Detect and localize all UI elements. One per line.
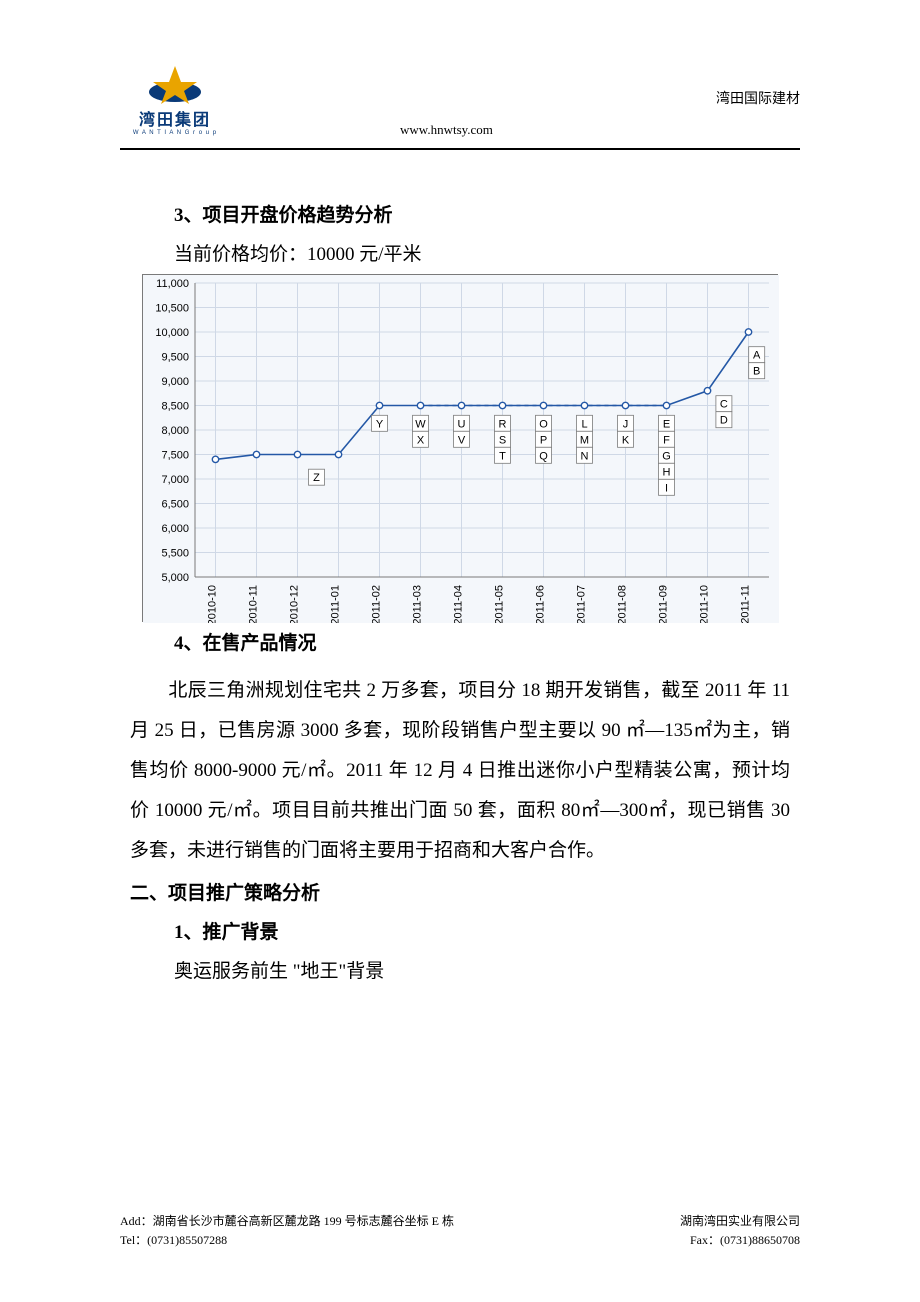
svg-text:7,000: 7,000 [161,474,189,486]
svg-text:9,000: 9,000 [161,376,189,388]
svg-text:S: S [499,434,506,446]
footer-tel-value: (0731)85507288 [147,1233,227,1247]
svg-text:11,000: 11,000 [156,278,189,290]
svg-text:2011-04: 2011-04 [453,585,465,623]
svg-text:H: H [663,466,671,478]
svg-text:2011-11: 2011-11 [740,585,752,623]
svg-text:O: O [539,418,548,430]
section-two-title: 二、项目推广策略分析 [130,878,790,905]
svg-text:2011-09: 2011-09 [658,585,670,623]
svg-text:7,500: 7,500 [161,450,189,462]
svg-text:Z: Z [313,472,320,484]
footer-addr-label: Add： [120,1214,153,1228]
section3-title: 3、项目开盘价格趋势分析 [174,200,790,227]
svg-text:F: F [663,434,670,446]
svg-text:2011-08: 2011-08 [617,585,629,623]
svg-text:5,000: 5,000 [161,572,189,584]
svg-text:Q: Q [539,450,548,462]
footer-addr: Add：湖南省长沙市麓谷高新区麓龙路 199 号标志麓谷坐标 E 栋 [120,1212,454,1231]
section3-price: 当前价格均价：10000 元/平米 [174,239,790,266]
svg-text:9,500: 9,500 [161,352,189,364]
footer-fax-label: Fax： [690,1233,720,1247]
svg-text:R: R [499,418,507,430]
footer: Add：湖南省长沙市麓谷高新区麓龙路 199 号标志麓谷坐标 E 栋 湖南湾田实… [120,1212,800,1250]
logo: 湾田集团 W A N T I A N G r o u p [120,64,230,136]
logo-star-icon [147,64,203,104]
svg-text:D: D [720,415,728,427]
svg-text:M: M [580,434,589,446]
svg-text:C: C [720,399,728,411]
footer-company: 湖南湾田实业有限公司 [680,1212,800,1231]
section4-body-text: 北辰三角洲规划住宅共 2 万多套，项目分 18 期开发销售，截至 2011 年 … [130,680,790,861]
svg-text:K: K [622,434,630,446]
svg-text:2011-02: 2011-02 [371,585,383,623]
svg-text:W: W [415,418,426,430]
header-right-text: 湾田国际建材 [716,88,800,108]
section4-title: 4、在售产品情况 [174,628,790,655]
svg-text:U: U [458,418,466,430]
svg-text:2011-10: 2011-10 [699,585,711,623]
svg-text:N: N [581,450,589,462]
svg-text:G: G [662,450,671,462]
svg-text:8,500: 8,500 [161,401,189,413]
svg-text:T: T [499,450,506,462]
section-two-sub1-body: 奥运服务前生 "地王"背景 [174,956,790,983]
chart-svg: 5,000 5,500 6,000 6,500 7,000 7,500 8,000 8,500… [143,275,779,623]
svg-text:2011-07: 2011-07 [576,585,588,623]
footer-fax: Fax：(0731)88650708 [690,1231,800,1250]
svg-text:6,000: 6,000 [161,523,189,535]
svg-text:5,500: 5,500 [161,548,189,560]
svg-text:8,000: 8,000 [161,425,189,437]
svg-text:6,500: 6,500 [161,499,189,511]
header-divider [120,148,800,150]
svg-text:2010-12: 2010-12 [289,585,301,623]
svg-text:2011-01: 2011-01 [330,585,342,623]
footer-tel-label: Tel： [120,1233,147,1247]
svg-text:X: X [417,434,425,446]
svg-text:10,000: 10,000 [155,327,189,339]
footer-tel: Tel：(0731)85507288 [120,1231,227,1250]
svg-text:V: V [458,434,466,446]
header-url: www.hnwtsy.com [400,122,493,138]
price-trend-chart: 5,000 5,500 6,000 6,500 7,000 7,500 8,000 8,500… [142,274,778,622]
svg-text:J: J [623,418,629,430]
svg-text:E: E [663,418,670,430]
svg-text:2010-10: 2010-10 [207,585,219,623]
footer-fax-value: (0731)88650708 [720,1233,800,1247]
logo-text-en: W A N T I A N G r o u p [120,130,230,136]
svg-text:2011-03: 2011-03 [412,585,424,623]
svg-text:L: L [581,418,587,430]
svg-text:10,500: 10,500 [155,303,189,315]
logo-text-cn: 湾田集团 [120,106,230,130]
svg-text:2011-05: 2011-05 [494,585,506,623]
svg-text:2010-11: 2010-11 [248,585,260,623]
section-two-sub1-title: 1、推广背景 [174,917,790,944]
svg-text:Y: Y [376,418,384,430]
svg-text:A: A [753,350,761,362]
footer-addr-value: 湖南省长沙市麓谷高新区麓龙路 199 号标志麓谷坐标 E 栋 [153,1214,454,1228]
svg-text:B: B [753,366,760,378]
svg-text:2011-06: 2011-06 [535,585,547,623]
section4-body: 北辰三角洲规划住宅共 2 万多套，项目分 18 期开发销售，截至 2011 年 … [130,671,790,870]
svg-text:I: I [665,482,668,494]
svg-text:P: P [540,434,547,446]
